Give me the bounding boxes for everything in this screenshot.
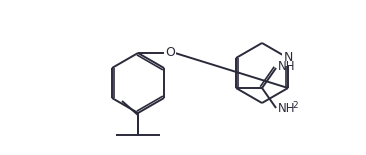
Text: NH: NH bbox=[278, 60, 295, 73]
Text: 2: 2 bbox=[292, 102, 298, 111]
Text: O: O bbox=[165, 46, 175, 60]
Text: NH: NH bbox=[278, 102, 295, 115]
Text: N: N bbox=[283, 51, 293, 64]
